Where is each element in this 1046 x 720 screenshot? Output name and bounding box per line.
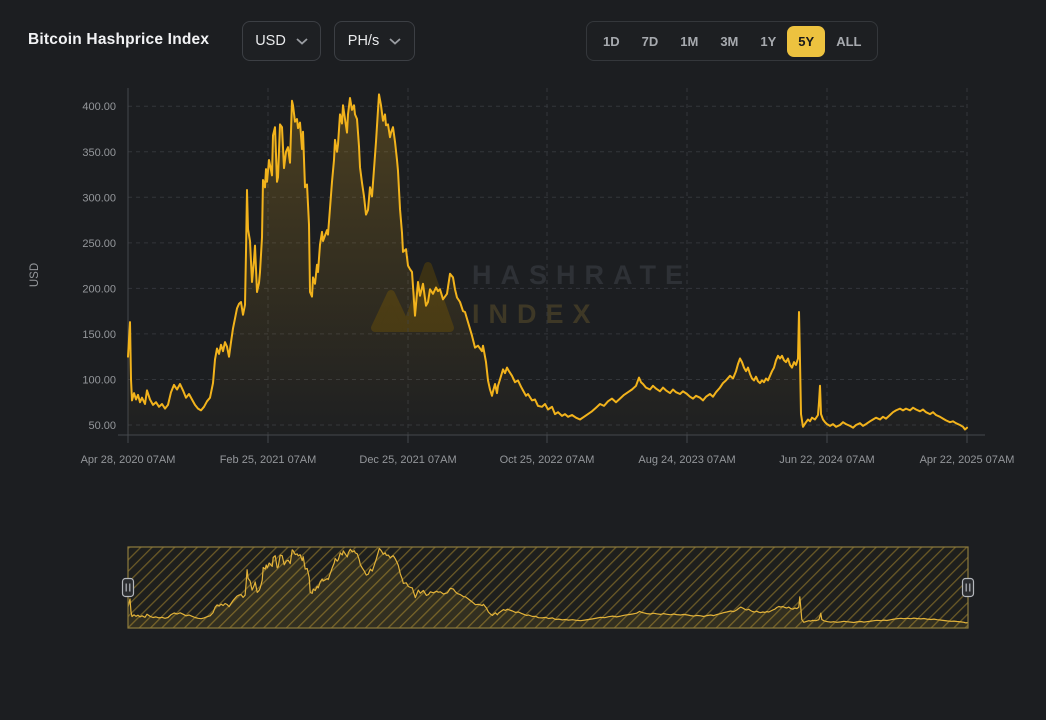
- x-axis-tick-label: Apr 22, 2025 07AM: [920, 454, 1015, 466]
- y-axis-tick-label: 150.00: [82, 329, 116, 341]
- navigator-chart[interactable]: [0, 540, 1046, 640]
- y-axis-tick-label: 400.00: [82, 101, 116, 113]
- range-button-3m[interactable]: 3M: [709, 26, 749, 57]
- x-axis-tick-label: Feb 25, 2021 07AM: [220, 454, 317, 466]
- navigator-line-series: [127, 547, 969, 624]
- range-button-1d[interactable]: 1D: [592, 26, 631, 57]
- navigator-area-fill: [128, 548, 968, 628]
- range-button-1y[interactable]: 1Y: [749, 26, 787, 57]
- range-button-5y[interactable]: 5Y: [787, 25, 826, 57]
- x-axis-tick-label: Apr 28, 2020 07AM: [81, 454, 176, 466]
- chart-plot-area[interactable]: [128, 88, 967, 435]
- y-axis-tick-label: 250.00: [82, 238, 116, 250]
- navigator-right-handle[interactable]: [961, 577, 975, 598]
- y-axis-tick-label: 300.00: [82, 192, 116, 204]
- time-range-group: 1D 7D 1M 3M 1Y 5Y ALL: [586, 21, 879, 61]
- y-axis-tick-label: 200.00: [82, 283, 116, 295]
- hashprice-area-fill: [128, 94, 967, 436]
- y-axis-tick-label: 350.00: [82, 147, 116, 159]
- x-axis-tick-label: Dec 25, 2021 07AM: [359, 454, 456, 466]
- range-button-1m[interactable]: 1M: [669, 26, 709, 57]
- range-button-all[interactable]: ALL: [825, 26, 872, 57]
- page-title: Bitcoin Hashprice Index: [28, 31, 210, 48]
- y-axis-tick-label: 50.00: [88, 420, 116, 432]
- navigator-left-handle[interactable]: [121, 577, 135, 598]
- chevron-down-icon: [389, 37, 401, 45]
- x-axis-tick-label: Jun 22, 2024 07AM: [779, 454, 874, 466]
- axis-tick-labels: 50.00 100.00 150.00 200.00 250.00 300.00 350.0…: [81, 101, 1015, 466]
- x-axis-tick-label: Oct 25, 2022 07AM: [500, 454, 595, 466]
- currency-dropdown[interactable]: USD: [242, 21, 321, 61]
- y-axis-tick-label: 100.00: [82, 374, 116, 386]
- hashprice-line-series: [127, 93, 968, 431]
- range-button-7d[interactable]: 7D: [631, 26, 670, 57]
- unit-dropdown[interactable]: PH/s: [334, 21, 415, 61]
- x-axis-tick-label: Aug 24, 2023 07AM: [638, 454, 735, 466]
- unit-dropdown-value: PH/s: [347, 33, 380, 49]
- chevron-down-icon: [296, 37, 308, 45]
- main-price-chart[interactable]: 50.00 100.00 150.00 200.00 250.00 300.00 350.0…: [0, 70, 1046, 480]
- navigator-selected-region[interactable]: [128, 547, 968, 628]
- y-axis-title: USD: [29, 263, 41, 287]
- currency-dropdown-value: USD: [255, 33, 286, 49]
